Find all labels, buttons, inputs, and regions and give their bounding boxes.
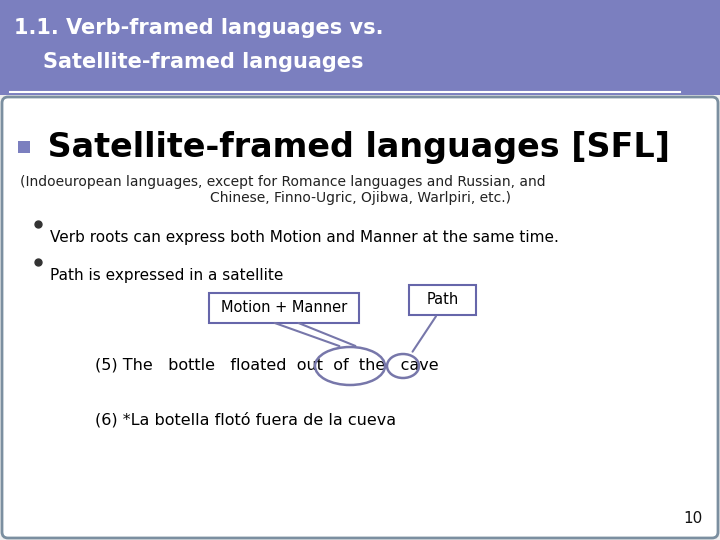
FancyBboxPatch shape: [209, 293, 359, 323]
FancyBboxPatch shape: [0, 0, 720, 95]
FancyBboxPatch shape: [18, 141, 30, 153]
Text: Verb roots can express both Motion and Manner at the same time.: Verb roots can express both Motion and M…: [50, 230, 559, 245]
FancyBboxPatch shape: [409, 285, 476, 315]
Text: (5) The   bottle   floated  out  of  the   cave: (5) The bottle floated out of the cave: [95, 358, 438, 373]
Text: 10: 10: [684, 511, 703, 526]
Text: Satellite-framed languages: Satellite-framed languages: [14, 52, 364, 72]
FancyBboxPatch shape: [2, 97, 718, 538]
Text: Motion + Manner: Motion + Manner: [221, 300, 347, 315]
Text: 1.1. Verb-framed languages vs.: 1.1. Verb-framed languages vs.: [14, 18, 384, 38]
Text: (6) *La botella flotó fuera de la cueva: (6) *La botella flotó fuera de la cueva: [95, 412, 396, 428]
Text: (Indoeuropean languages, except for Romance languages and Russian, and: (Indoeuropean languages, except for Roma…: [20, 175, 546, 189]
Text: Path is expressed in a satellite: Path is expressed in a satellite: [50, 268, 284, 283]
Text: Satellite-framed languages [SFL]: Satellite-framed languages [SFL]: [36, 131, 670, 164]
Text: Path: Path: [426, 293, 459, 307]
Text: Chinese, Finno-Ugric, Ojibwa, Warlpiri, etc.): Chinese, Finno-Ugric, Ojibwa, Warlpiri, …: [210, 191, 510, 205]
